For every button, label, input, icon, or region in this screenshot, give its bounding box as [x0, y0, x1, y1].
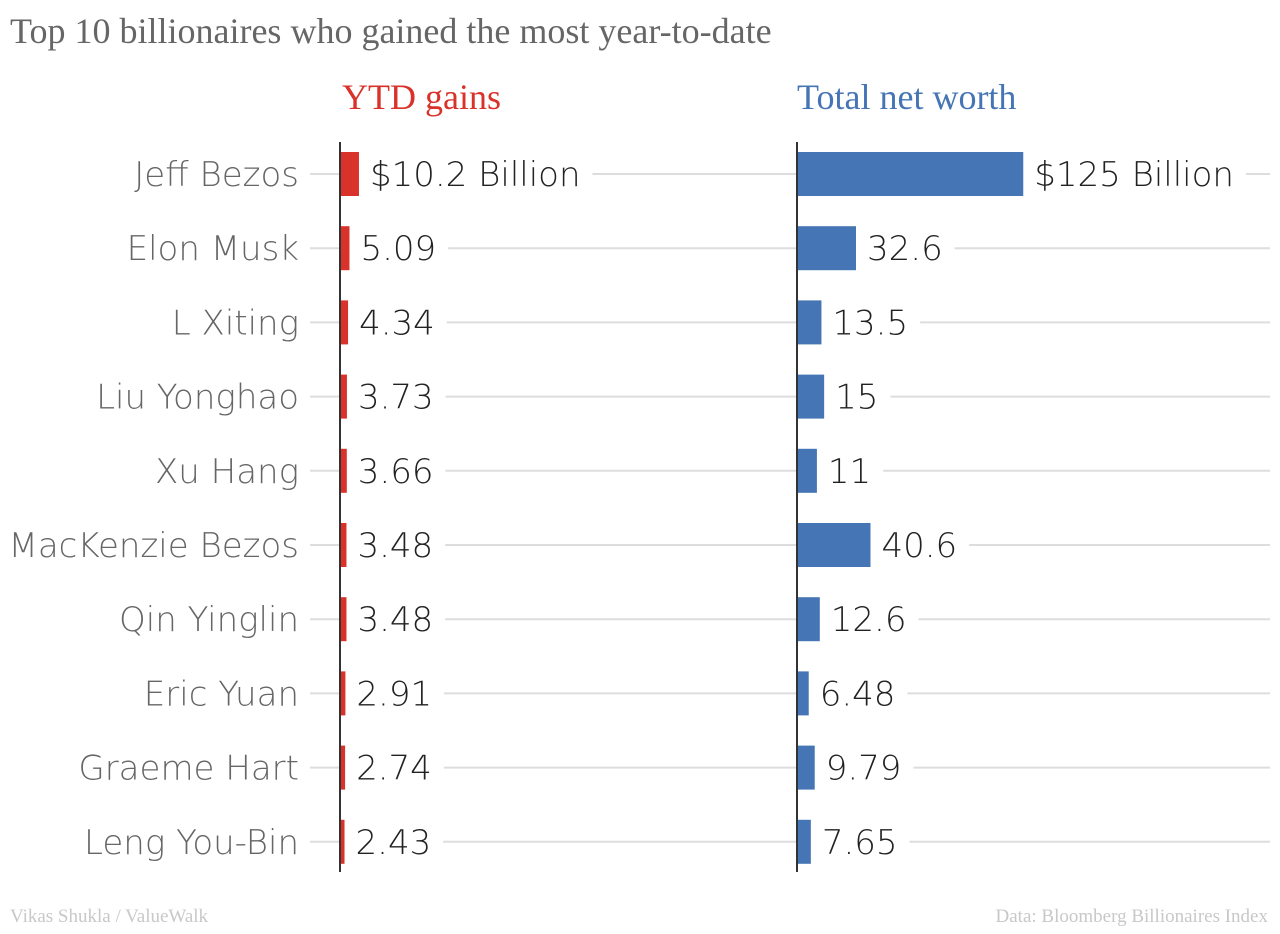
- bar-ytd-gain: [340, 597, 347, 642]
- bar-ytd-gain: [340, 745, 346, 790]
- category-label: Leng You-Bin: [84, 823, 299, 863]
- category-label: Elon Musk: [127, 229, 299, 269]
- bar-net-worth: [797, 819, 811, 864]
- bar-ytd-gain: [340, 448, 347, 493]
- bar-ytd-gain: [340, 523, 347, 567]
- bar-net-worth: [797, 745, 815, 790]
- bar-net-worth: [797, 226, 857, 271]
- category-label: MacKenzie Bezos: [9, 526, 300, 566]
- data-label-net-worth: 15: [835, 378, 878, 418]
- bar-net-worth: [797, 523, 871, 567]
- data-label-ytd-gain: 2.43: [356, 823, 432, 863]
- panel-title-ytd-gains: YTD gains: [342, 77, 501, 117]
- category-label: Liu Yonghao: [96, 378, 299, 418]
- bar-net-worth: [797, 374, 825, 419]
- data-label-net-worth: $125 Billion: [1034, 155, 1234, 195]
- data-label-net-worth: 32.6: [867, 229, 943, 269]
- category-label: Jeff Bezos: [134, 155, 299, 195]
- bar-ytd-gain: [340, 300, 349, 345]
- data-label-ytd-gain: 2.91: [356, 674, 432, 714]
- data-label-ytd-gain: 3.48: [357, 600, 433, 640]
- data-label-ytd-gain: $10.2 Billion: [370, 155, 581, 195]
- data-label-net-worth: 11: [828, 452, 871, 492]
- data-label-net-worth: 9.79: [826, 749, 902, 789]
- data-label-ytd-gain: 3.48: [357, 526, 433, 566]
- data-label-ytd-gain: 2.74: [356, 749, 432, 789]
- bar-ytd-gain: [340, 671, 346, 716]
- data-label-ytd-gain: 3.73: [358, 378, 434, 418]
- category-label: Graeme Hart: [78, 749, 299, 789]
- bar-net-worth: [797, 671, 809, 716]
- chart-title: Top 10 billionaires who gained the most …: [10, 11, 772, 51]
- data-label-ytd-gain: 4.34: [359, 303, 435, 343]
- bar-net-worth: [797, 597, 820, 642]
- category-label: L Xiting: [172, 303, 299, 343]
- bar-ytd-gain: [340, 152, 359, 196]
- bar-net-worth: [797, 448, 817, 493]
- category-label: Eric Yuan: [144, 674, 299, 714]
- bar-net-worth: [797, 300, 822, 345]
- data-label-net-worth: 13.5: [832, 303, 908, 343]
- bar-ytd-gain: [340, 226, 350, 271]
- data-label-ytd-gain: 5.09: [360, 229, 436, 269]
- data-label-net-worth: 7.65: [822, 823, 898, 863]
- category-label: Xu Hang: [155, 452, 299, 492]
- category-label: Qin Yinglin: [119, 600, 299, 640]
- data-label-net-worth: 12.6: [831, 600, 907, 640]
- bar-net-worth: [797, 152, 1024, 196]
- bar-ytd-gain: [340, 819, 345, 864]
- footer-source: Data: Bloomberg Billionaires Index: [995, 906, 1268, 927]
- footer-credit: Vikas Shukla / ValueWalk: [10, 906, 209, 927]
- data-label-net-worth: 6.48: [820, 674, 896, 714]
- data-label-ytd-gain: 3.66: [358, 452, 434, 492]
- bar-ytd-gain: [340, 374, 347, 419]
- data-label-net-worth: 40.6: [881, 526, 957, 566]
- panel-title-total-net-worth: Total net worth: [797, 77, 1017, 117]
